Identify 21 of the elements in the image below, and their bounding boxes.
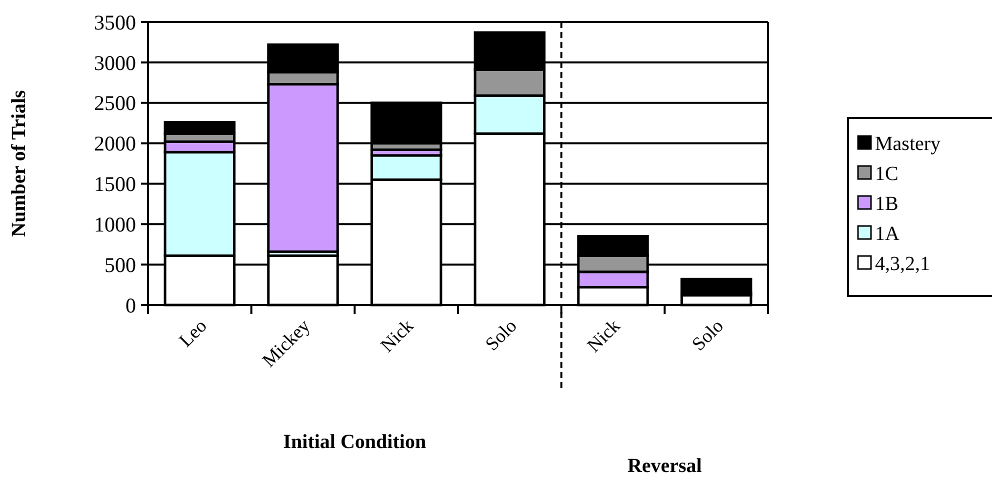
x-tick-label: Nick [584, 315, 625, 357]
y-tick-label: 3500 [94, 10, 136, 34]
text: Reversal [627, 455, 702, 477]
y-tick-label: 1500 [94, 172, 136, 196]
y-tick-label: 0 [126, 293, 136, 318]
legend-label: 1A [875, 223, 900, 245]
y-axis-title: Number of Trials [8, 90, 30, 237]
legend-label: 4,3,2,1 [875, 253, 930, 275]
legend-label: 1C [875, 163, 898, 185]
y-tick-label: 2000 [94, 132, 136, 156]
y-tick-label: 500 [104, 252, 136, 277]
y-tick-label: 3000 [94, 50, 136, 75]
x-tick-label: Leo [175, 316, 212, 352]
legend-label: 1B [875, 193, 898, 215]
x-tick-label: Solo [482, 316, 522, 356]
x-axis-title: Initial Condition [283, 431, 426, 453]
x-tick-label: Nick [376, 315, 418, 357]
x-tick-label: Solo [688, 316, 728, 356]
y-tick-label: 2500 [94, 91, 136, 116]
legend-label: Mastery [875, 133, 941, 155]
y-tick-label: 1000 [94, 212, 136, 236]
